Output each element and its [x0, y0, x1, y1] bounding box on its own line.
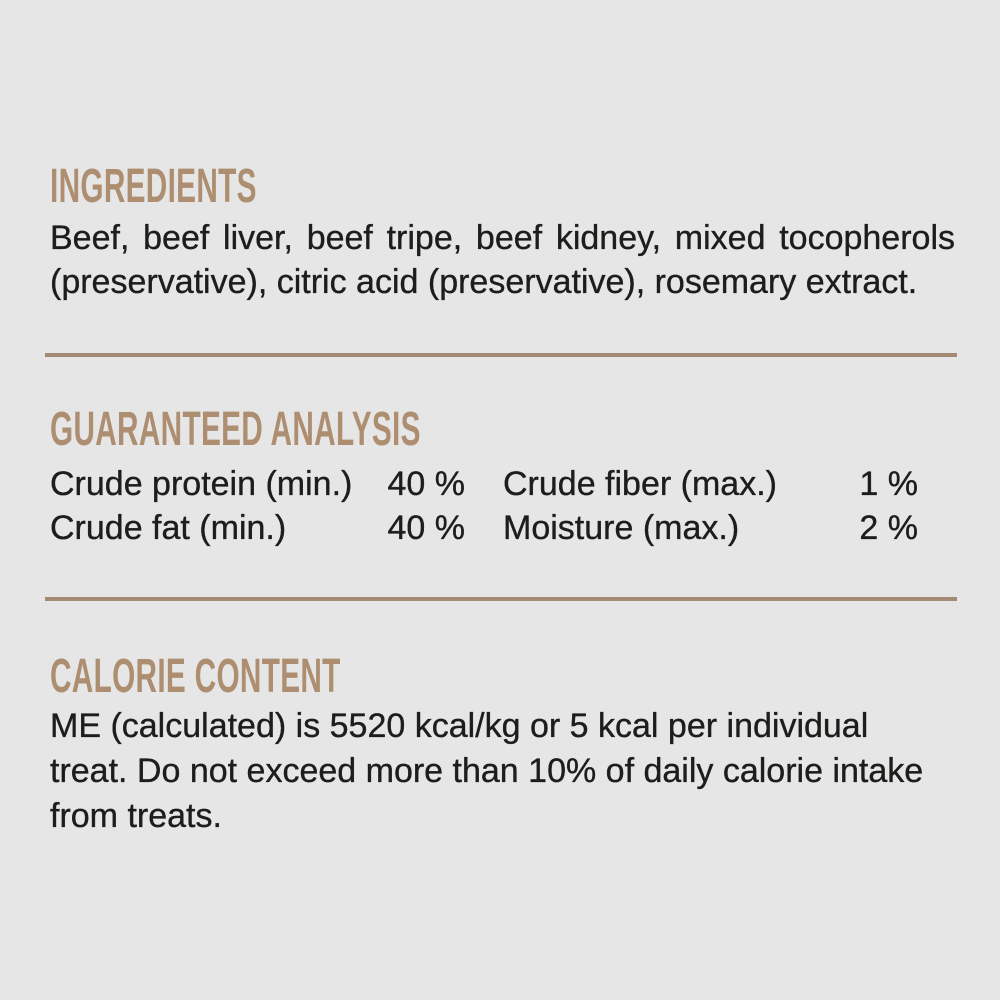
- analysis-cell-pair: Crude protein (min.) 40 %: [50, 462, 465, 506]
- analysis-label: Crude protein (min.): [50, 465, 353, 503]
- analysis-value: 40 %: [387, 509, 465, 547]
- calorie-line-3: from treats.: [50, 797, 222, 835]
- ingredients-line-1: Beef, beef liver, beef tripe, beef kidne…: [50, 219, 955, 257]
- ingredients-line-2: (preservative), citric acid (preservativ…: [50, 263, 918, 301]
- calorie-line-2: treat. Do not exceed more than 10% of da…: [50, 752, 924, 790]
- analysis-cell-pair: Moisture (max.) 2 %: [503, 506, 918, 550]
- analysis-value: 40 %: [387, 465, 465, 503]
- section-divider-rule: [45, 597, 957, 601]
- analysis-cell-pair: Crude fiber (max.) 1 %: [503, 462, 918, 506]
- analysis-label: Crude fiber (max.): [503, 465, 777, 503]
- analysis-label: Moisture (max.): [503, 509, 740, 547]
- guaranteed-analysis-heading: GUARANTEED ANALYSIS: [50, 403, 421, 456]
- analysis-value: 1 %: [859, 465, 918, 503]
- section-divider-rule: [45, 353, 957, 357]
- analysis-label: Crude fat (min.): [50, 509, 287, 547]
- ingredients-heading: INGREDIENTS: [50, 160, 257, 213]
- analysis-value: 2 %: [859, 509, 918, 547]
- calorie-content-heading: CALORIE CONTENT: [50, 650, 341, 703]
- table-row: Crude protein (min.) 40 % Crude fiber (m…: [50, 462, 918, 506]
- analysis-cell-pair: Crude fat (min.) 40 %: [50, 506, 465, 550]
- ingredients-paragraph: Beef, beef liver, beef tripe, beef kidne…: [50, 216, 955, 304]
- calorie-content-paragraph: ME (calculated) is 5520 kcal/kg or 5 kca…: [50, 704, 955, 839]
- table-row: Crude fat (min.) 40 % Moisture (max.) 2 …: [50, 506, 918, 550]
- guaranteed-analysis-table: Crude protein (min.) 40 % Crude fiber (m…: [50, 462, 918, 550]
- calorie-line-1: ME (calculated) is 5520 kcal/kg or 5 kca…: [50, 707, 869, 745]
